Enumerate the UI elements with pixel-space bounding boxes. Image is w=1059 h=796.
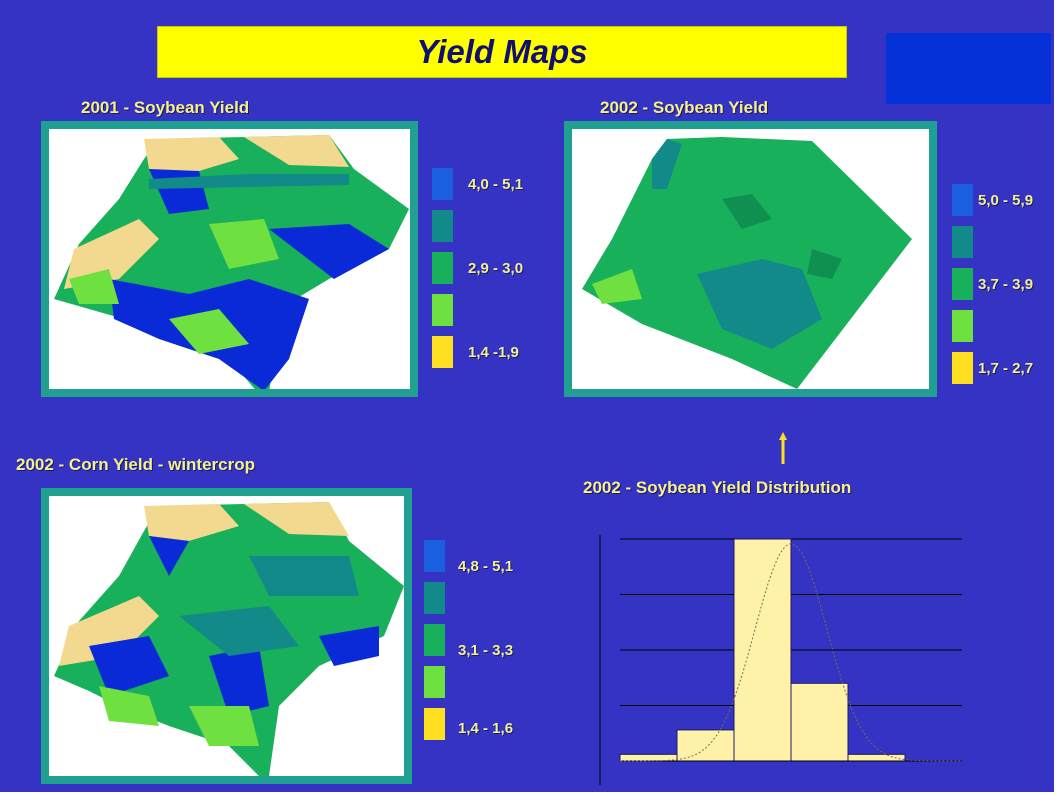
legend-swatch — [432, 294, 453, 326]
legend-swatch — [432, 168, 453, 200]
corner-block — [886, 33, 1051, 104]
title-banner: Yield Maps — [157, 26, 847, 78]
legend-swatch — [424, 708, 445, 740]
legend-label: 4,0 - 5,1 — [468, 176, 524, 193]
map-2002-corn-frame — [41, 488, 412, 784]
legend-label: 1,7 - 2,7 — [978, 360, 1034, 377]
legend-swatch — [952, 352, 973, 384]
map-2002-soybean-title: 2002 - Soybean Yield — [600, 98, 769, 117]
legend-swatch — [952, 268, 973, 300]
chart-bar — [790, 682, 849, 762]
map-2001-soybean-title: 2001 - Soybean Yield — [81, 98, 250, 117]
legend-swatch — [432, 336, 453, 368]
legend-swatch — [424, 666, 445, 698]
legend-label: 4,8 - 5,1 — [458, 558, 514, 575]
legend-label: 3,7 - 3,9 — [978, 276, 1034, 293]
map-2002-soybean-frame — [564, 121, 937, 397]
chart-curve — [620, 542, 962, 762]
chart-bar — [676, 729, 735, 762]
legend-swatch — [432, 252, 453, 284]
distribution-title: 2002 - Soybean Yield Distribution — [583, 478, 852, 497]
legend-swatch — [952, 310, 973, 342]
legend-swatch — [424, 540, 445, 572]
legend-label: 1,4 -1,9 — [468, 344, 519, 361]
map-2002-soybean — [582, 137, 912, 389]
map-2002-corn-title: 2002 - Corn Yield - wintercrop — [16, 455, 256, 474]
legend-label: 1,4 - 1,6 — [458, 720, 514, 737]
legend-label: 3,1 - 3,3 — [458, 642, 514, 659]
legend-label: 5,0 - 5,9 — [978, 192, 1034, 209]
chart-bar — [733, 538, 792, 762]
arrow-up-icon — [779, 432, 787, 464]
legend-swatch — [424, 624, 445, 656]
legend-label: 2,9 - 3,0 — [468, 260, 524, 277]
map-2001-soybean-frame — [41, 121, 418, 397]
map-2002-corn — [54, 502, 404, 776]
slide-title: Yield Maps — [416, 33, 588, 70]
map-2001-soybean — [54, 135, 409, 389]
legend-swatch — [424, 582, 445, 614]
distribution-chart — [599, 535, 962, 785]
legend-swatch — [952, 184, 973, 216]
legend-swatch — [432, 210, 453, 242]
legend-swatch — [952, 226, 973, 258]
